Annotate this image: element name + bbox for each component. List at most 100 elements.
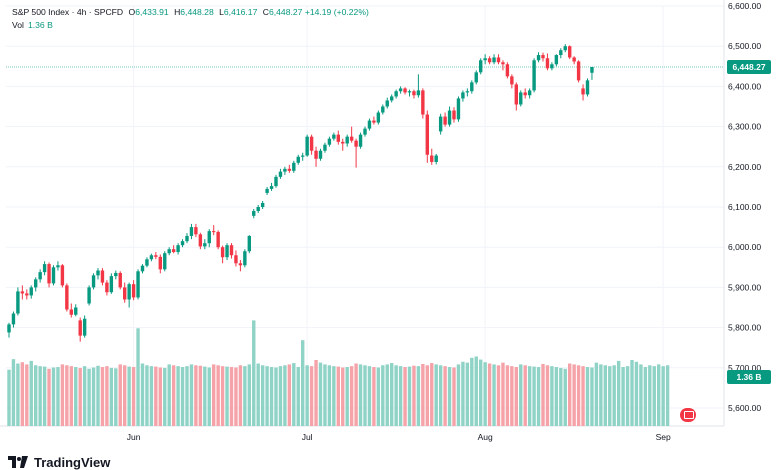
volume-bar (305, 365, 309, 426)
volume-bar (443, 366, 447, 426)
candle-body (167, 249, 171, 254)
volume-bar (470, 357, 474, 426)
volume-bar (203, 366, 207, 426)
volume-bar (430, 363, 434, 426)
candle-body (430, 155, 434, 162)
volume-bar (590, 367, 594, 426)
candle-body (127, 284, 131, 300)
candle-body (318, 150, 323, 159)
volume-bar (332, 366, 336, 426)
candle-body (536, 55, 541, 61)
y-tick-label: 5,700.00 (728, 363, 761, 373)
candle-body (109, 276, 114, 293)
volume-bar (625, 366, 630, 426)
volume-bar (7, 369, 11, 426)
candle-body (372, 120, 376, 123)
volume-bar (585, 367, 590, 426)
candle-body (425, 114, 429, 155)
volume-bar (234, 367, 238, 426)
volume-bar (207, 367, 211, 426)
candle-body (367, 120, 372, 129)
volume-bar (38, 366, 42, 426)
volume-bar (421, 363, 425, 426)
volume-bar (487, 363, 492, 426)
volume-bar (247, 364, 251, 426)
candle-body (510, 76, 514, 85)
candle-body (180, 241, 185, 246)
candle-body (554, 55, 559, 65)
volume-bar (563, 368, 567, 426)
candle-body (114, 272, 118, 277)
volume-bar (621, 367, 625, 426)
volume-bar (216, 365, 220, 426)
us-flag-icon[interactable] (680, 408, 696, 422)
volume-bar (358, 364, 363, 426)
volume-bar (34, 365, 38, 426)
volume-bar (100, 367, 105, 426)
volume-bar (412, 365, 416, 426)
candle-body (381, 106, 385, 113)
candle-body (229, 245, 234, 256)
change-value: +14.19 (+0.22%) (304, 7, 369, 17)
volume-bar (452, 367, 456, 426)
volume-bar (180, 367, 185, 426)
tradingview-wordmark: TradingView (34, 454, 111, 470)
volume-bar (465, 362, 470, 426)
volume-bar (60, 364, 65, 426)
y-tick-label: 6,600.00 (728, 1, 761, 11)
candle-body (252, 211, 256, 216)
tradingview-logo[interactable]: TradingView (8, 454, 110, 470)
volume-bar (314, 360, 318, 426)
candle-body (216, 231, 220, 248)
volume-bar (123, 365, 127, 426)
candle-body (412, 91, 416, 96)
volume-bar (20, 362, 25, 426)
volume-bar (171, 365, 176, 426)
candle-body (496, 57, 501, 63)
candle-body (225, 245, 229, 258)
candle-body (278, 171, 283, 177)
volume-bar (536, 367, 541, 426)
volume-bar (149, 366, 154, 426)
volume-bar (381, 365, 385, 426)
volume-bar (416, 366, 421, 426)
candle-body (470, 82, 474, 92)
candle-body (234, 255, 238, 264)
candle-body (474, 72, 478, 83)
candle-body (519, 92, 523, 105)
volume-bar (496, 365, 501, 426)
candle-body (527, 90, 532, 96)
candle-body (194, 227, 198, 235)
open-value: 6,433.91 (135, 7, 169, 17)
candle-body (341, 141, 345, 144)
volume-bar (140, 363, 145, 426)
candle-body (550, 64, 554, 69)
candle-body (461, 92, 465, 99)
candle-body (581, 88, 585, 95)
volume-bar (341, 367, 345, 426)
volume-bar (109, 367, 114, 426)
volume-bar (568, 363, 572, 426)
candle-body (483, 58, 487, 61)
volume-bar (74, 367, 78, 426)
volume-bar (345, 367, 349, 426)
volume-bar (372, 367, 376, 426)
candle-body (541, 55, 545, 59)
candle-body (247, 235, 251, 252)
candle-body (296, 156, 300, 163)
close-value: 6,448.27 (268, 7, 303, 17)
volume-bar (65, 365, 69, 426)
volume-bar (603, 365, 607, 426)
candle-body (11, 313, 16, 325)
volume-bar (194, 365, 198, 426)
volume-bar (42, 366, 47, 426)
volume-bar (158, 367, 162, 426)
y-tick-label: 6,100.00 (728, 202, 761, 212)
volume-bar (292, 363, 296, 426)
candle-body (140, 265, 145, 272)
volume-bar (403, 367, 407, 426)
candle-body (385, 100, 389, 107)
candle-body (514, 84, 518, 105)
candle-body (545, 58, 550, 69)
